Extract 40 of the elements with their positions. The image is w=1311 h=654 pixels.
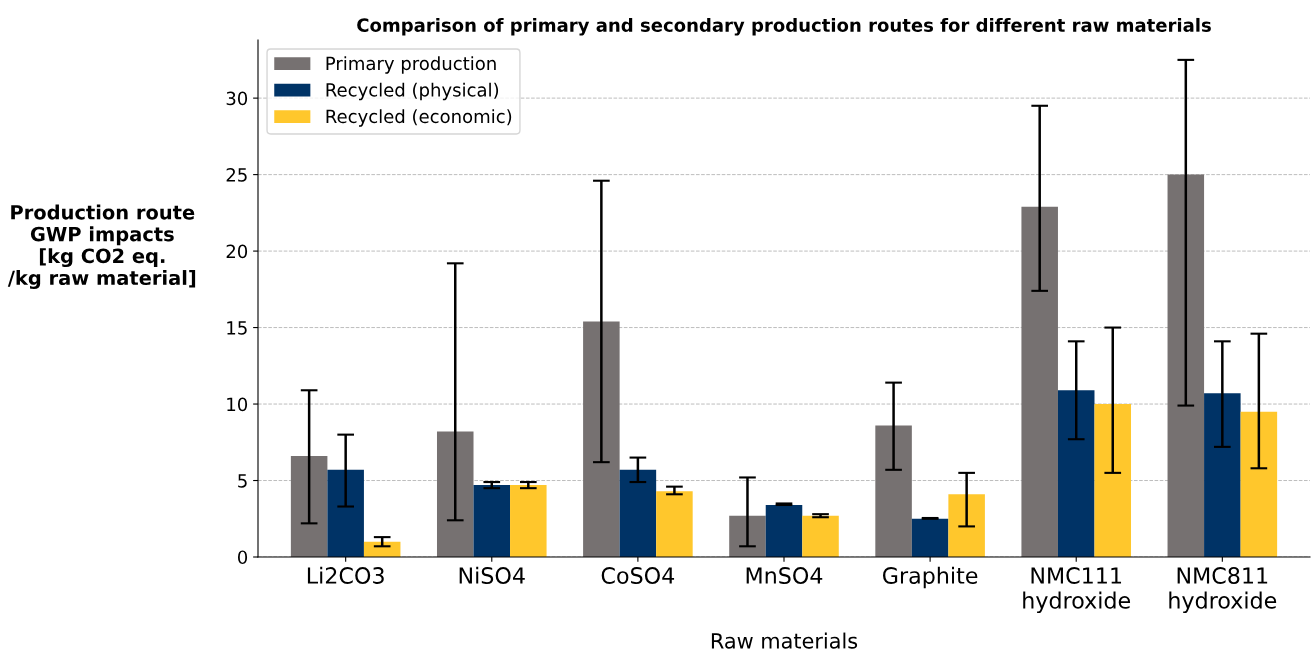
- bar: [327, 469, 364, 557]
- bar: [473, 485, 511, 557]
- legend-label: Recycled (economic): [326, 109, 512, 127]
- y-tick-label: 0: [237, 550, 248, 565]
- bar: [436, 431, 474, 557]
- bar: [729, 515, 766, 557]
- chart-title: Comparison of primary and secondary production routes for different raw materials: [357, 17, 1211, 36]
- x-axis-title: Raw materials: [711, 632, 858, 649]
- bar: [1240, 411, 1278, 557]
- bar: [656, 491, 693, 557]
- legend-label: Recycled (physical): [326, 82, 499, 101]
- y-axis-title: Production route GWP impacts [kg CO2 eq. /kg raw material]: [7, 204, 196, 290]
- bar: [911, 518, 949, 557]
- x-tick-label: Li2CO3: [307, 566, 384, 584]
- bar: [583, 321, 620, 557]
- bar: [1057, 390, 1095, 557]
- x-tick-label: CoSO4: [601, 567, 675, 584]
- bar: [802, 515, 839, 557]
- x-tick-label: NMC811 hydroxide: [1169, 567, 1277, 614]
- bar: [1167, 174, 1205, 557]
- bar: [510, 485, 547, 557]
- bar: [290, 456, 328, 557]
- bar: [619, 469, 657, 557]
- x-tick-label: NiSO4: [459, 566, 525, 584]
- bar: [875, 425, 912, 557]
- y-tick-label: 25: [226, 168, 247, 182]
- x-tick-label: NMC111 hydroxide: [1023, 567, 1131, 614]
- x-tick-label: MnSO4: [746, 567, 823, 584]
- x-tick-label: Graphite: [883, 566, 978, 589]
- legend-label: Primary production: [326, 56, 496, 74]
- y-tick-label: 5: [238, 474, 247, 488]
- bar: [765, 504, 803, 557]
- bar: [948, 494, 985, 557]
- y-tick-label: 20: [226, 244, 248, 259]
- bar: [1021, 206, 1058, 557]
- y-tick-label: 30: [226, 91, 248, 106]
- y-tick-label: 10: [227, 397, 248, 412]
- bar: [1094, 404, 1132, 557]
- bar: [1204, 393, 1241, 557]
- y-tick-label: 15: [227, 321, 247, 335]
